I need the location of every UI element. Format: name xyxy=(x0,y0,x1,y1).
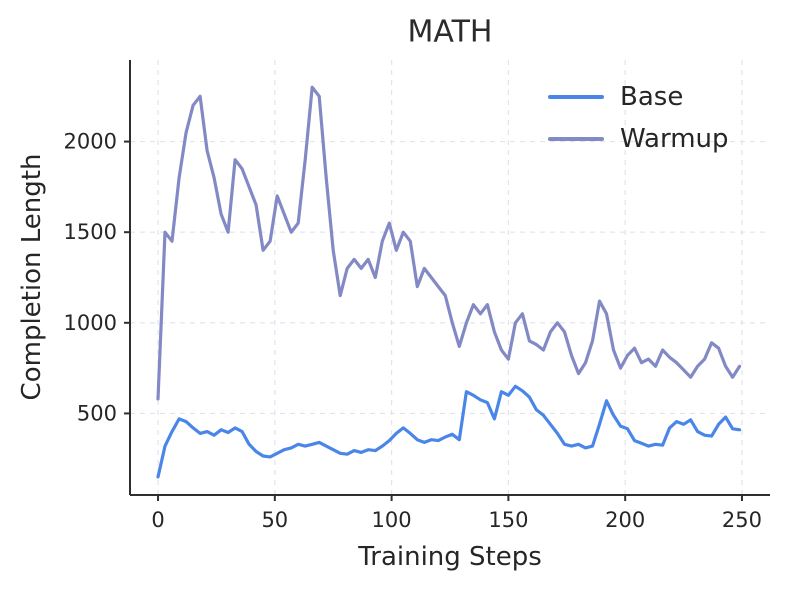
x-tick-label: 200 xyxy=(605,508,645,532)
x-tick-label: 100 xyxy=(372,508,412,532)
legend: Base Warmup xyxy=(548,84,729,152)
y-tick-label: 1000 xyxy=(64,311,117,335)
chart-title: MATH xyxy=(407,14,493,50)
base-line-swatch xyxy=(548,95,604,99)
x-tick-label: 0 xyxy=(151,508,164,532)
x-axis-label: Training Steps xyxy=(358,542,542,572)
x-tick-label: 50 xyxy=(261,508,288,532)
warmup-line-swatch xyxy=(548,137,604,141)
base-line-series xyxy=(156,384,742,479)
warmup-line-series xyxy=(156,85,742,401)
y-tick-label: 1500 xyxy=(64,220,117,244)
legend-label-base: Base xyxy=(620,82,684,112)
y-axis-label: Completion Length xyxy=(17,153,47,401)
legend-item-base: Base xyxy=(548,84,729,110)
y-tick-label: 500 xyxy=(77,401,117,425)
legend-item-warmup: Warmup xyxy=(548,126,729,152)
x-tick-label: 250 xyxy=(722,508,762,532)
legend-label-warmup: Warmup xyxy=(620,124,729,154)
y-tick-label: 2000 xyxy=(64,130,117,154)
x-tick-label: 150 xyxy=(488,508,528,532)
